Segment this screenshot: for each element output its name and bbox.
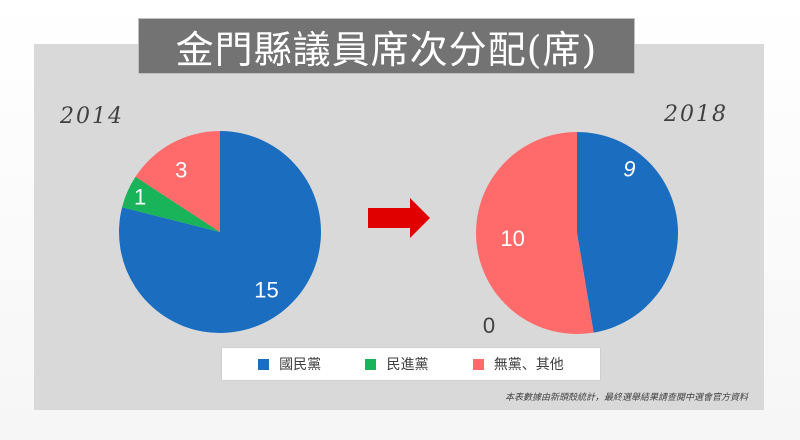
legend-swatch-dpp xyxy=(365,358,377,370)
pie-2018: 9 0 10 xyxy=(475,131,678,338)
pie-right-label-dpp: 0 xyxy=(483,313,495,338)
legend-swatch-kmt xyxy=(258,358,270,370)
pie-left-slice-kmt xyxy=(119,131,321,334)
pie-left-slice-dpp xyxy=(122,176,220,232)
chart-title: 金門縣議員席次分配(席) xyxy=(175,27,598,72)
pie-left-label-dpp: 1 xyxy=(134,185,146,210)
year-2014-label: 2014 xyxy=(60,104,124,129)
legend-label-dpp: 民進黨 xyxy=(386,357,429,373)
legend-item-kmt: 國民黨 xyxy=(258,354,321,374)
legend-swatch-others xyxy=(472,358,484,370)
legend: 國民黨 民進黨 無黨、其他 xyxy=(221,347,601,381)
pie-left-slice-others xyxy=(135,131,220,232)
pie-left-label-others: 3 xyxy=(175,157,187,182)
year-2018-label: 2018 xyxy=(664,102,728,127)
footnote: 本表數據由新頭殼統計，最終選舉結果請查閱中選會官方資料 xyxy=(504,393,748,403)
arrow-icon xyxy=(368,198,430,238)
pie-right-slice-kmt xyxy=(577,132,678,333)
legend-item-others: 無黨、其他 xyxy=(472,354,564,374)
legend-label-others: 無黨、其他 xyxy=(493,357,564,373)
pie-right-label-others: 10 xyxy=(500,226,524,251)
legend-label-kmt: 國民黨 xyxy=(279,357,322,373)
title-box: 金門縣議員席次分配(席) xyxy=(138,18,635,74)
pie-right-label-kmt: 9 xyxy=(623,156,635,181)
legend-item-dpp: 民進黨 xyxy=(365,354,428,374)
pie-left-label-kmt: 15 xyxy=(254,278,278,303)
pie-right-slice-others xyxy=(475,131,594,334)
